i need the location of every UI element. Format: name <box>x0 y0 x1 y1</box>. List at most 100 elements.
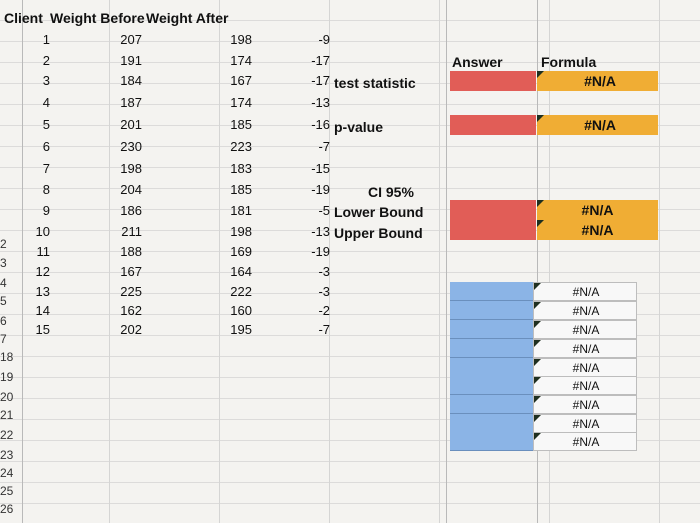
cell-difference[interactable]: -7 <box>318 322 330 337</box>
header-answer[interactable]: Answer <box>452 54 503 70</box>
header-formula[interactable]: Formula <box>541 54 597 70</box>
cell-client[interactable]: 12 <box>35 264 50 279</box>
row-number[interactable]: 4 <box>0 276 7 290</box>
formula-test-statistic[interactable]: #N/A <box>537 71 658 91</box>
cell-weight-after[interactable]: 174 <box>230 95 252 110</box>
cell-weight-before[interactable]: 202 <box>120 322 142 337</box>
cell-difference[interactable]: -17 <box>311 53 330 68</box>
cell-weight-before[interactable]: 184 <box>120 73 142 88</box>
cell-client[interactable]: 10 <box>35 224 50 239</box>
cell-difference[interactable]: -13 <box>311 95 330 110</box>
cell-weight-before[interactable]: 211 <box>121 224 142 239</box>
formula-list-cell[interactable]: #N/A <box>533 414 637 433</box>
formula-list-cell[interactable]: #N/A <box>533 320 637 339</box>
cell-weight-before[interactable]: 167 <box>120 264 142 279</box>
cell-weight-after[interactable]: 181 <box>230 203 252 218</box>
row-number[interactable]: 21 <box>0 408 14 422</box>
answer-list-cell[interactable] <box>450 320 533 339</box>
cell-client[interactable]: 7 <box>42 161 50 176</box>
row-number[interactable]: 3 <box>0 256 7 270</box>
cell-weight-before[interactable]: 201 <box>120 117 142 132</box>
cell-weight-after[interactable]: 160 <box>230 303 252 318</box>
cell-weight-after[interactable]: 223 <box>230 139 252 154</box>
cell-weight-before[interactable]: 230 <box>120 139 142 154</box>
answer-list-cell[interactable] <box>450 414 533 433</box>
cell-weight-before[interactable]: 204 <box>120 182 142 197</box>
answer-list-cell[interactable] <box>450 358 533 377</box>
cell-weight-before[interactable]: 187 <box>120 95 142 110</box>
cell-weight-after[interactable]: 195 <box>230 322 252 337</box>
formula-list-cell[interactable]: #N/A <box>533 376 637 395</box>
label-p-value[interactable]: p-value <box>334 119 384 135</box>
label-test-statistic[interactable]: test statistic <box>334 75 416 91</box>
cell-weight-before[interactable]: 188 <box>120 244 142 259</box>
cell-weight-before[interactable]: 162 <box>120 303 142 318</box>
cell-weight-after[interactable]: 174 <box>230 53 252 68</box>
cell-client[interactable]: 14 <box>35 303 50 318</box>
cell-weight-after[interactable]: 198 <box>230 32 252 47</box>
cell-difference[interactable]: -5 <box>318 203 330 218</box>
cell-client[interactable]: 3 <box>42 73 50 88</box>
cell-difference[interactable]: -16 <box>311 117 330 132</box>
label-ci-95[interactable]: CI 95% <box>368 184 414 200</box>
header-weight-after[interactable]: Weight After <box>146 10 229 26</box>
formula-bounds[interactable]: #N/A #N/A <box>537 200 658 240</box>
cell-difference[interactable]: -2 <box>318 303 330 318</box>
answer-list-cell[interactable] <box>450 376 533 395</box>
cell-weight-after[interactable]: 164 <box>230 264 252 279</box>
cell-weight-after[interactable]: 185 <box>230 117 252 132</box>
row-number[interactable]: 22 <box>0 428 14 442</box>
label-lower-bound[interactable]: Lower Bound <box>334 204 424 220</box>
row-number[interactable]: 2 <box>0 237 7 251</box>
cell-client[interactable]: 4 <box>42 95 50 110</box>
label-upper-bound[interactable]: Upper Bound <box>334 225 423 241</box>
cell-client[interactable]: 9 <box>42 203 50 218</box>
cell-weight-before[interactable]: 198 <box>120 161 142 176</box>
row-number[interactable]: 7 <box>0 332 7 346</box>
row-number[interactable]: 24 <box>0 466 14 480</box>
answer-list-cell[interactable] <box>450 282 533 301</box>
cell-weight-after[interactable]: 185 <box>230 182 252 197</box>
answer-test-statistic[interactable] <box>450 71 536 91</box>
cell-difference[interactable]: -13 <box>311 224 330 239</box>
formula-p-value[interactable]: #N/A <box>537 115 658 135</box>
row-number[interactable]: 26 <box>0 502 14 516</box>
cell-weight-after[interactable]: 183 <box>230 161 252 176</box>
cell-weight-after[interactable]: 167 <box>230 73 252 88</box>
cell-weight-before[interactable]: 225 <box>120 284 142 299</box>
row-number[interactable]: 23 <box>0 448 14 462</box>
cell-difference[interactable]: -17 <box>311 73 330 88</box>
cell-client[interactable]: 2 <box>42 53 50 68</box>
answer-list-cell[interactable] <box>450 432 533 451</box>
answer-p-value[interactable] <box>450 115 536 135</box>
formula-list-cell[interactable]: #N/A <box>533 339 637 358</box>
cell-difference[interactable]: -3 <box>318 264 330 279</box>
row-number[interactable]: 25 <box>0 484 14 498</box>
cell-difference[interactable]: -7 <box>318 139 330 154</box>
answer-list-cell[interactable] <box>450 339 533 358</box>
cell-client[interactable]: 13 <box>35 284 50 299</box>
cell-difference[interactable]: -9 <box>318 32 330 47</box>
formula-list-cell[interactable]: #N/A <box>533 282 637 301</box>
cell-weight-before[interactable]: 207 <box>120 32 142 47</box>
header-weight-before[interactable]: Weight Before <box>50 10 145 26</box>
row-number[interactable]: 19 <box>0 370 14 384</box>
formula-list-cell[interactable]: #N/A <box>533 395 637 414</box>
answer-bounds[interactable] <box>450 200 536 240</box>
row-number[interactable]: 6 <box>0 314 7 328</box>
cell-client[interactable]: 8 <box>42 182 50 197</box>
answer-list-cell[interactable] <box>450 301 533 320</box>
answer-list-cell[interactable] <box>450 395 533 414</box>
row-number[interactable]: 20 <box>0 390 14 404</box>
cell-weight-after[interactable]: 222 <box>230 284 252 299</box>
formula-list-cell[interactable]: #N/A <box>533 432 637 451</box>
formula-list-cell[interactable]: #N/A <box>533 301 637 320</box>
header-client[interactable]: Client <box>4 10 43 26</box>
cell-difference[interactable]: -3 <box>318 284 330 299</box>
cell-client[interactable]: 6 <box>42 139 50 154</box>
cell-difference[interactable]: -15 <box>311 161 330 176</box>
cell-client[interactable]: 5 <box>42 117 50 132</box>
cell-difference[interactable]: -19 <box>311 244 330 259</box>
cell-weight-after[interactable]: 198 <box>230 224 252 239</box>
cell-weight-after[interactable]: 169 <box>230 244 252 259</box>
